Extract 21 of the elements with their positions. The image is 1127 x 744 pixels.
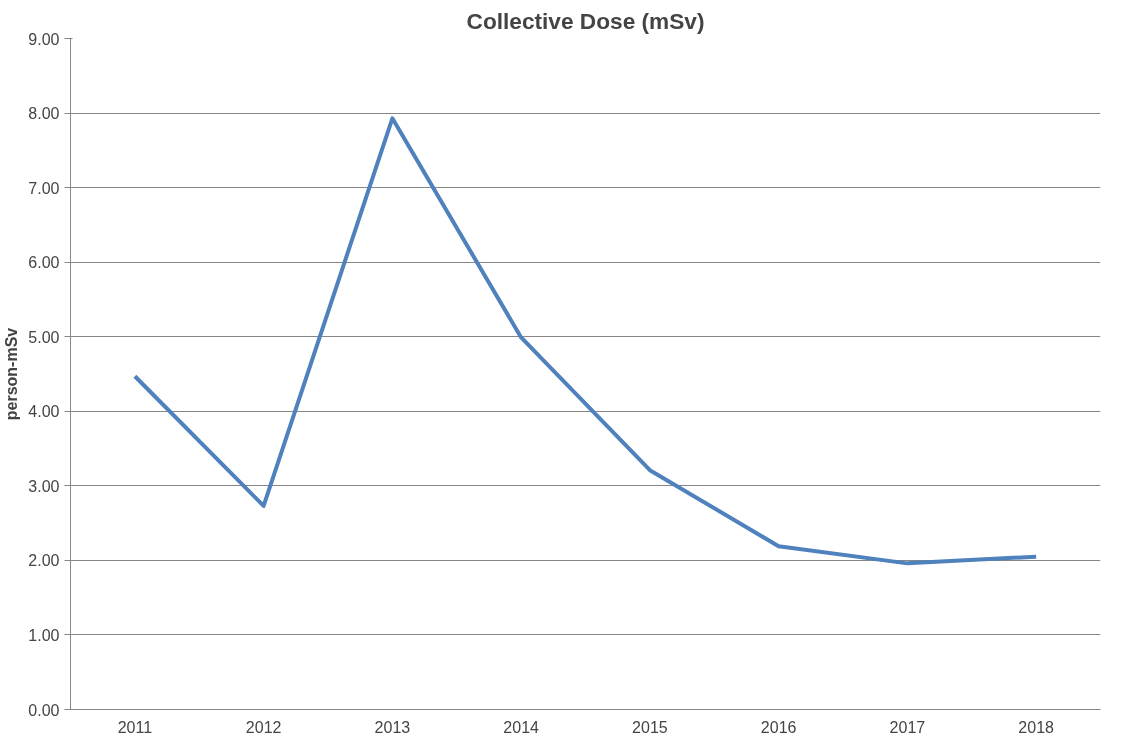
y-axis-title: person-mSv <box>3 327 21 421</box>
x-tick-label: 2014 <box>503 718 540 736</box>
y-tick-label: 6.00 <box>28 254 60 272</box>
x-tick-label: 2013 <box>374 718 411 736</box>
y-tick-label: 8.00 <box>28 105 60 123</box>
y-tick-label: 7.00 <box>28 179 60 197</box>
x-tick-label: 2012 <box>245 718 282 736</box>
x-tick-label: 2011 <box>117 718 153 736</box>
x-tick-label: 2016 <box>760 718 797 736</box>
line-series <box>132 116 1039 566</box>
y-tick-label: 5.00 <box>28 328 60 346</box>
y-tick-label: 4.00 <box>28 403 60 421</box>
y-tick-label: 9.00 <box>28 30 60 48</box>
chart-title: Collective Dose (mSv) <box>466 7 705 34</box>
x-tick-label: 2015 <box>632 718 668 736</box>
x-tick-label: 2017 <box>889 718 926 736</box>
y-tick-label: 2.00 <box>28 552 60 570</box>
y-tick-label: 3.00 <box>28 477 60 495</box>
y-tick-label: 0.00 <box>28 701 60 719</box>
y-tick-label: 1.00 <box>28 626 60 644</box>
x-tick-label: 2018 <box>1018 718 1055 736</box>
